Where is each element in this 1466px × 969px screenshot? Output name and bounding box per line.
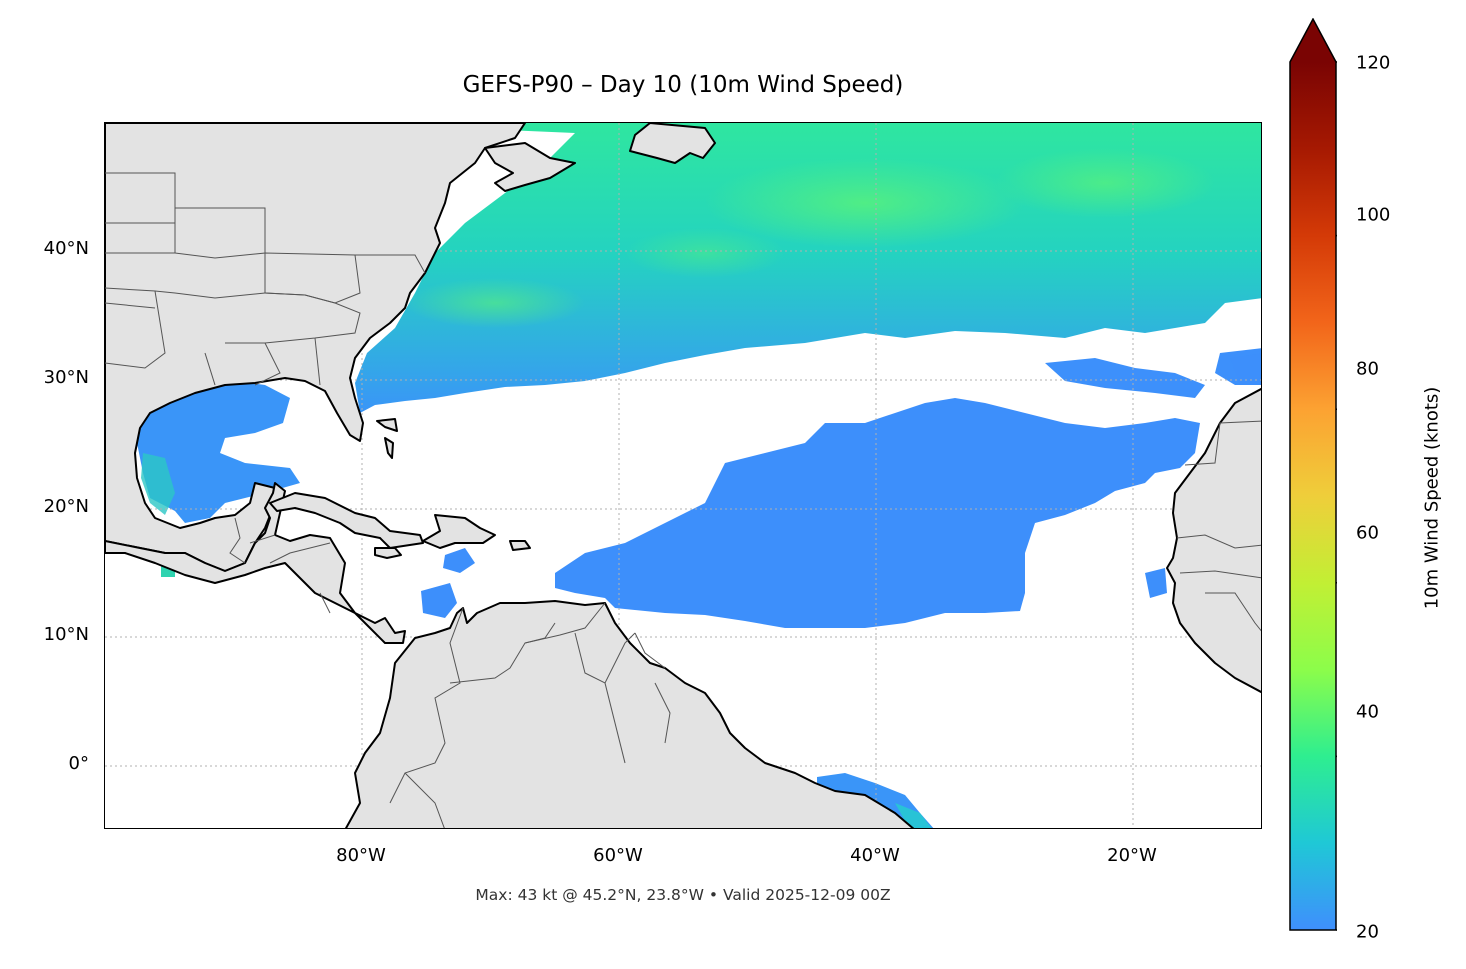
colorbar-extend-arrow-icon [1290, 19, 1336, 62]
y-tick-30n: 30°N [43, 367, 89, 388]
colorbar-tick-40: 40 [1356, 701, 1379, 723]
land-nova-scotia [484, 142, 576, 192]
x-tick-40w: 40°W [850, 845, 900, 866]
max-valid-annotation: Max: 43 kt @ 45.2°N, 23.8°W • Valid 2025… [475, 886, 891, 904]
x-tick-60w: 60°W [593, 845, 643, 866]
map-canvas [105, 123, 1261, 828]
x-tick-80w: 80°W [336, 845, 386, 866]
map-plot-area[interactable] [104, 122, 1262, 829]
land-bahamas [376, 418, 398, 432]
y-tick-0: 0° [68, 753, 89, 774]
land-africa [1166, 387, 1261, 694]
colorbar-tick-120: 120 [1356, 52, 1391, 74]
land-cuba [269, 492, 424, 549]
land-jamaica [374, 547, 402, 559]
y-tick-40n: 40°N [43, 238, 89, 259]
colorbar-tick-80: 80 [1356, 358, 1379, 380]
land-south-america [344, 600, 915, 828]
land-north-america [105, 123, 526, 572]
gridlines [105, 123, 1261, 828]
land-central-america [105, 482, 406, 644]
chart-title: GEFS-P90 – Day 10 (10m Wind Speed) [462, 72, 904, 98]
land-hispaniola [422, 514, 496, 549]
land-puerto-rico [509, 540, 531, 551]
y-tick-10n: 10°N [43, 624, 89, 645]
colorbar-tick-100: 100 [1356, 204, 1391, 226]
y-tick-20n: 20°N [43, 496, 89, 517]
colorbar-tick-60: 60 [1356, 522, 1379, 544]
land-newfoundland [629, 123, 716, 164]
x-tick-20w: 20°W [1107, 845, 1157, 866]
colorbar-tick-20: 20 [1356, 921, 1379, 943]
borders-layer [105, 172, 1261, 828]
colorbar-label: 10m Wind Speed (knots) [1421, 386, 1443, 610]
colorbar [1289, 18, 1337, 931]
land-layer [105, 123, 1261, 828]
wind-tropical-atlantic [555, 398, 1200, 628]
